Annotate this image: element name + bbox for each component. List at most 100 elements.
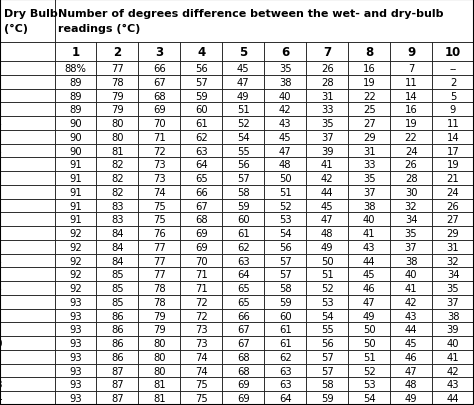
Bar <box>55 117 97 130</box>
Text: 26: 26 <box>0 284 2 293</box>
Bar <box>180 185 222 199</box>
Text: 24: 24 <box>405 146 418 156</box>
Bar <box>432 391 474 405</box>
Text: 85: 85 <box>111 270 124 279</box>
Bar <box>138 350 180 364</box>
Text: 81: 81 <box>153 379 166 389</box>
Text: 26: 26 <box>405 160 418 170</box>
Bar <box>390 130 432 144</box>
Bar <box>180 90 222 103</box>
Text: 64: 64 <box>195 160 208 170</box>
Text: 80: 80 <box>111 132 124 143</box>
Text: 31: 31 <box>0 352 2 362</box>
Bar <box>138 295 180 309</box>
Text: (°C): (°C) <box>4 23 28 34</box>
Bar <box>222 117 264 130</box>
Text: 84: 84 <box>111 228 124 239</box>
Bar <box>0 103 55 117</box>
Text: 43: 43 <box>363 242 375 252</box>
Bar <box>55 130 97 144</box>
Bar <box>264 130 306 144</box>
Text: 71: 71 <box>153 132 166 143</box>
Bar <box>0 295 55 309</box>
Text: 2: 2 <box>113 46 121 59</box>
Text: 77: 77 <box>153 242 166 252</box>
Text: 21: 21 <box>447 174 459 183</box>
Text: 4: 4 <box>197 46 205 59</box>
Text: 33: 33 <box>321 105 333 115</box>
Bar <box>306 90 348 103</box>
Text: 41: 41 <box>321 160 334 170</box>
Bar <box>222 213 264 227</box>
Text: 93: 93 <box>69 324 82 335</box>
Text: 90: 90 <box>69 132 82 143</box>
Text: 19: 19 <box>447 160 459 170</box>
Bar <box>0 281 55 295</box>
Text: 15: 15 <box>0 132 2 143</box>
Bar <box>0 391 55 405</box>
Bar <box>222 377 264 391</box>
Text: 10: 10 <box>0 64 2 74</box>
Text: 38: 38 <box>447 311 459 321</box>
Text: 43: 43 <box>279 119 292 129</box>
Bar <box>390 337 432 350</box>
Text: 69: 69 <box>153 105 166 115</box>
Bar <box>306 240 348 254</box>
Text: 52: 52 <box>321 284 334 293</box>
Bar <box>180 158 222 172</box>
Text: 35: 35 <box>405 228 418 239</box>
Text: 65: 65 <box>195 174 208 183</box>
Text: 73: 73 <box>195 338 208 348</box>
Bar <box>55 199 97 213</box>
Bar <box>432 130 474 144</box>
Text: 71: 71 <box>195 284 208 293</box>
Bar <box>348 90 390 103</box>
Text: 1: 1 <box>72 46 80 59</box>
Text: Number of degrees difference between the wet- and dry-bulb: Number of degrees difference between the… <box>58 9 444 19</box>
Bar <box>0 76 55 90</box>
Bar <box>390 254 432 268</box>
Text: 30: 30 <box>405 188 417 197</box>
Text: 75: 75 <box>153 215 166 225</box>
Bar <box>55 62 97 76</box>
Bar <box>55 391 97 405</box>
Bar <box>306 323 348 337</box>
Text: 18: 18 <box>0 174 2 183</box>
Bar <box>264 337 306 350</box>
Bar <box>222 391 264 405</box>
Bar <box>348 309 390 323</box>
Text: 42: 42 <box>447 366 459 376</box>
Text: 7: 7 <box>323 46 331 59</box>
Text: 34: 34 <box>0 393 2 403</box>
Text: 49: 49 <box>321 242 334 252</box>
Text: 16: 16 <box>405 105 418 115</box>
Bar <box>306 337 348 350</box>
Text: --: -- <box>449 64 456 74</box>
Bar <box>180 350 222 364</box>
Text: 7: 7 <box>408 64 414 74</box>
Bar <box>180 295 222 309</box>
Text: 89: 89 <box>69 78 82 87</box>
Bar <box>390 268 432 281</box>
Text: 9: 9 <box>407 46 415 59</box>
Bar <box>0 350 55 364</box>
Bar <box>0 0 55 43</box>
Bar <box>432 350 474 364</box>
Text: 52: 52 <box>237 119 250 129</box>
Bar <box>264 295 306 309</box>
Bar <box>0 172 55 185</box>
Text: 61: 61 <box>279 338 292 348</box>
Text: 35: 35 <box>279 64 292 74</box>
Text: 84: 84 <box>111 256 124 266</box>
Bar <box>348 391 390 405</box>
Text: 57: 57 <box>195 78 208 87</box>
Text: 22: 22 <box>363 91 375 101</box>
Text: 86: 86 <box>111 311 124 321</box>
Text: 45: 45 <box>405 338 418 348</box>
Bar <box>348 323 390 337</box>
Bar <box>264 90 306 103</box>
Bar <box>97 337 138 350</box>
Text: 5: 5 <box>239 46 247 59</box>
Bar <box>180 130 222 144</box>
Bar <box>306 117 348 130</box>
